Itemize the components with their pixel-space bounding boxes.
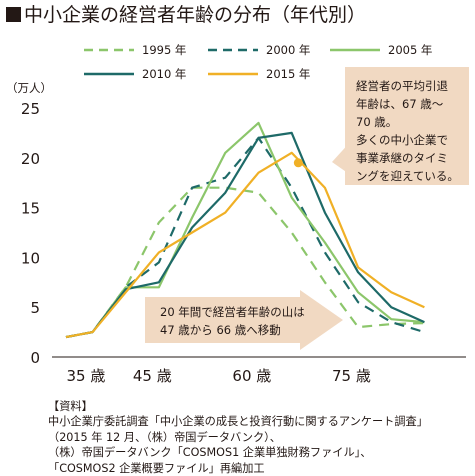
y-axis-label: （万人） bbox=[6, 81, 52, 95]
source-heading: 【資料】 bbox=[48, 400, 93, 413]
shift-arrow-line-2: 47 歳から 66 歳へ移動 bbox=[160, 323, 281, 337]
callout-line-4: 多くの中小企業で bbox=[356, 133, 448, 147]
source-line-2: （2015 年 12 月、（株）帝国データバンク）、 bbox=[48, 430, 281, 444]
callout-line-3: 70 歳。 bbox=[356, 115, 397, 129]
series-lines bbox=[65, 121, 425, 339]
y-tick-label: 15 bbox=[21, 200, 40, 218]
source-note: 【資料】 中小企業庁委託調査「中小企業の成長と投資行動に関するアンケート調査」 … bbox=[48, 399, 428, 476]
series-line-2010 bbox=[65, 131, 425, 339]
y-tick-label: 10 bbox=[21, 249, 40, 267]
callout-line-5: 事業承継のタイミ bbox=[356, 151, 448, 165]
legend-label-2000: 2000 年 bbox=[266, 43, 310, 57]
x-tick-label: 35 歳 bbox=[66, 367, 105, 385]
legend-label-2015: 2015 年 bbox=[266, 67, 310, 81]
legend-label-1995: 1995 年 bbox=[142, 43, 186, 57]
x-tick-label: 75 歳 bbox=[332, 367, 371, 385]
average-retirement-marker bbox=[293, 158, 303, 168]
x-axis-ticks: 35 歳 45 歳 60 歳 75 歳 bbox=[66, 367, 370, 385]
shift-arrow-shape bbox=[145, 290, 343, 350]
legend-label-2005: 2005 年 bbox=[388, 43, 432, 57]
callout-line-6: ングを迎えている。 bbox=[356, 169, 459, 183]
callout-line-2: 年齢は、67 歳～ bbox=[356, 97, 444, 111]
legend: 1995 年 2000 年 2005 年 2010 年 2015 年 bbox=[84, 43, 432, 81]
y-tick-label: 20 bbox=[21, 150, 40, 168]
source-line-1: 中小企業庁委託調査「中小企業の成長と投資行動に関するアンケート調査」 bbox=[48, 415, 428, 429]
title-square-icon bbox=[6, 7, 21, 22]
line-chart: 1995 年 2000 年 2005 年 2010 年 2015 年 （万人） … bbox=[6, 43, 469, 385]
y-tick-label: 0 bbox=[30, 349, 40, 367]
shift-arrow: 20 年間で経営者年齢の山は 47 歳から 66 歳へ移動 bbox=[145, 290, 343, 350]
callout: 経営者の平均引退 年齢は、67 歳～ 70 歳。 多くの中小企業で 事業承継のタ… bbox=[332, 67, 469, 185]
callout-line-1: 経営者の平均引退 bbox=[356, 79, 448, 93]
callout-box bbox=[345, 67, 469, 185]
legend-label-2010: 2010 年 bbox=[142, 67, 186, 81]
y-tick-label: 5 bbox=[30, 299, 40, 317]
source-line-4: 「COSMOS2 企業概要ファイル」再編加工 bbox=[48, 461, 265, 475]
y-axis-ticks: 0 5 10 15 20 25 bbox=[21, 100, 40, 367]
x-tick-label: 60 歳 bbox=[232, 367, 271, 385]
series-line-2015 bbox=[65, 151, 425, 339]
source-line-3: （株）帝国データバンク「COSMOS1 企業単独財務ファイル」、 bbox=[48, 446, 372, 460]
x-tick-label: 45 歳 bbox=[133, 367, 172, 385]
shift-arrow-line-1: 20 年間で経営者年齢の山は bbox=[160, 305, 305, 319]
chart-title-text: 中小企業の経営者年齢の分布（年代別） bbox=[24, 4, 367, 26]
chart-title: 中小企業の経営者年齢の分布（年代別） bbox=[6, 2, 366, 28]
y-tick-label: 25 bbox=[21, 100, 40, 118]
